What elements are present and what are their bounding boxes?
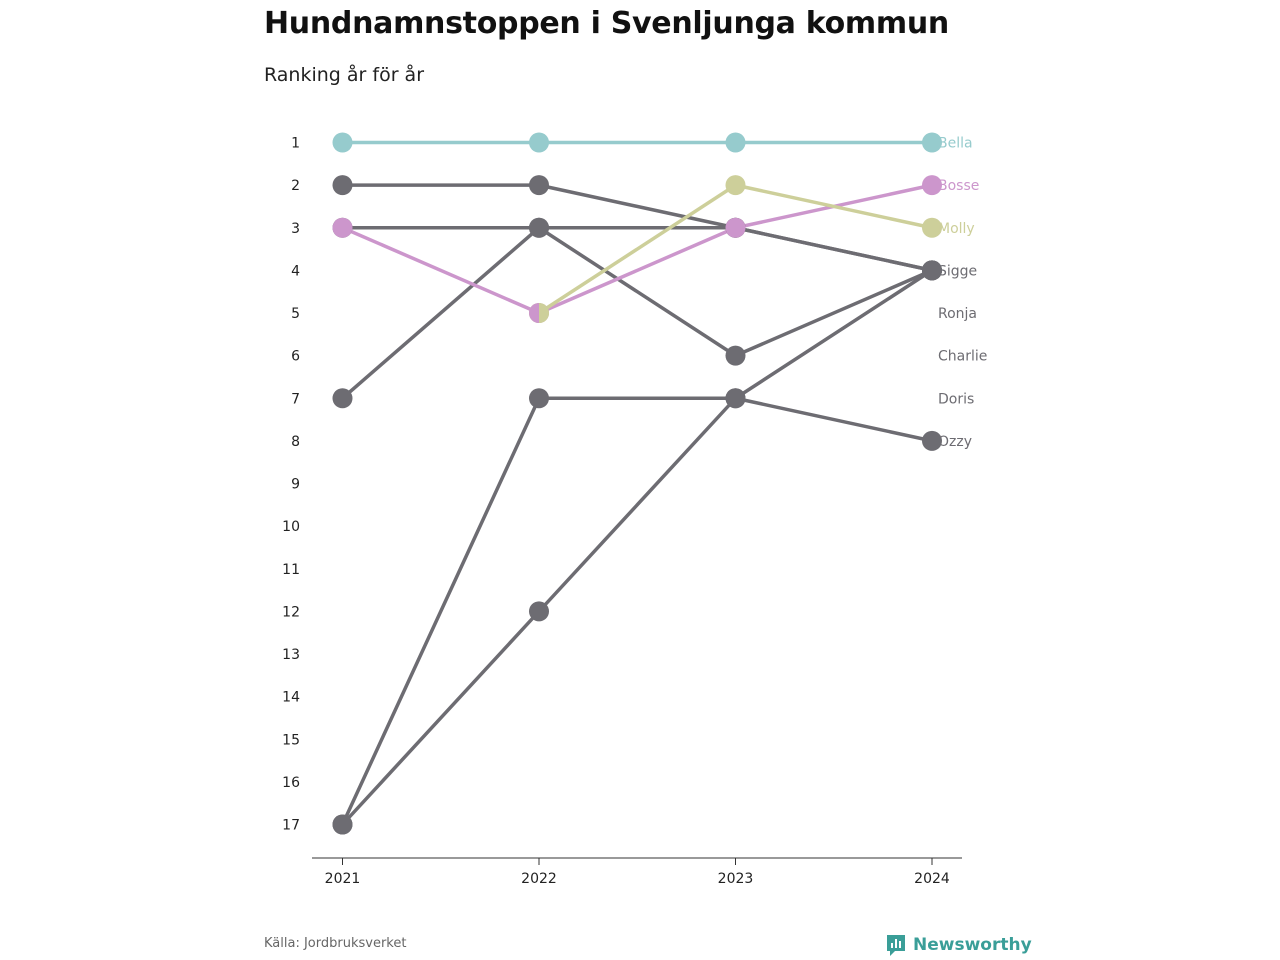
series-dot-molly [922,217,942,238]
series-dot-ozzy [725,388,746,409]
series-label-molly: Molly [938,221,975,237]
y-tick-label: 14 [282,690,300,706]
series-dot-doris [529,601,549,622]
series-dot-sigge [332,175,353,196]
series-dot-sigge [529,175,549,196]
series-dot-doris [922,260,942,281]
series-label-sigge: Sigge [938,263,977,279]
y-tick-label: 16 [282,775,300,791]
y-tick-label: 1 [291,136,300,152]
series-dot-bosse-half [529,303,539,323]
newsworthy-logo-icon [887,935,905,956]
y-tick-label: 2 [291,178,300,194]
series-label-charlie: Charlie [938,349,987,365]
series-label-ozzy: Ozzy [938,434,972,450]
series-dot-bella [725,132,746,153]
chart-subtitle: Ranking år för år [264,64,425,86]
series-dot-charlie [332,388,353,409]
series-line-charlie [340,226,934,400]
y-tick-label: 17 [282,818,300,834]
series-dot-bosse [332,217,353,238]
series-dots [332,132,942,835]
y-tick-label: 7 [291,391,300,407]
series-labels: Bella Bosse Molly Sigge Ronja Charlie Doris Ozz… [938,136,987,450]
y-tick-label: 15 [282,732,300,748]
series-dot-bosse [922,175,942,196]
x-tick-label: 2021 [325,871,361,887]
series-dot-charlie [725,345,746,366]
series-label-ronja: Ronja [938,306,977,322]
y-tick-label: 10 [282,519,300,535]
series-dot-charlie [529,217,549,238]
series-dot-ozzy [529,388,549,409]
series-dot-molly [725,175,746,196]
series-line-ronja [340,226,934,273]
series-dot-bella [529,132,549,153]
series-label-bella: Bella [938,136,973,152]
y-tick-label: 4 [291,263,300,279]
y-tick-label: 12 [282,604,300,620]
newsworthy-logo[interactable]: Newsworthy [885,933,1032,957]
series-label-bosse: Bosse [938,178,979,194]
y-tick-label: 8 [291,434,300,450]
newsworthy-logo-text: Newsworthy [913,935,1032,955]
x-axis: 2021 2022 2023 2024 [312,857,962,887]
series-line-doris [340,268,934,827]
y-tick-label: 13 [282,647,300,663]
y-tick-label: 6 [291,349,300,365]
y-tick-label: 3 [291,221,300,237]
series-label-doris: Doris [938,391,974,407]
y-tick-label: 11 [282,562,300,578]
series-dot-ozzy [332,814,353,835]
x-tick-label: 2024 [914,871,950,887]
series-dot-bosse [725,217,746,238]
chart-title: Hundnamnstoppen i Svenljunga kommun [264,6,949,41]
series-dot-molly-half [539,303,549,323]
series-line-ozzy [340,396,934,827]
series-dot-bella [922,132,942,153]
y-tick-label: 5 [291,306,300,322]
y-tick-label: 9 [291,477,300,493]
series-line-molly [537,183,934,315]
series-dot-ozzy [922,430,942,451]
series-dot-bella [332,132,353,153]
series-lines-gray [340,183,934,827]
source-note: Källa: Jordbruksverket [264,936,407,951]
x-tick-label: 2022 [521,871,557,887]
x-tick-label: 2023 [718,871,754,887]
